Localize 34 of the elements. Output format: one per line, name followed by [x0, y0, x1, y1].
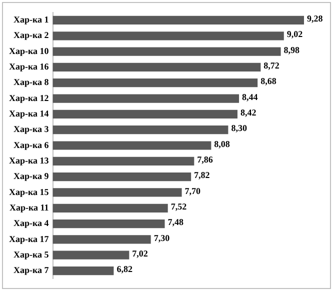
y-tick-label: Хар-ка 10 — [8, 46, 50, 56]
y-tick-label: Хар-ка 14 — [8, 108, 50, 119]
y-tick-label: Хар-ка 3 — [13, 124, 50, 134]
data-label: 8,42 — [240, 108, 257, 118]
data-label: 8,72 — [264, 60, 280, 71]
y-tick-label: Хар-ка 11 — [9, 202, 50, 212]
y-tick-label: Хар-ка 17 — [8, 234, 50, 244]
data-label: 8,68 — [260, 76, 277, 86]
data-label: 7,52 — [170, 201, 188, 212]
y-tick-label: Хар-ка 12 — [8, 92, 50, 103]
y-tick-label: Хар-ка 2 — [13, 30, 50, 40]
data-label: 6,82 — [116, 264, 133, 274]
data-label: 8,98 — [284, 44, 300, 55]
data-label: 8,08 — [214, 138, 230, 149]
y-tick-label: Хар-ка 7 — [13, 265, 50, 276]
y-tick-label: Хар-ка 1 — [13, 14, 50, 25]
y-tick-label: Хар-ка 6 — [13, 140, 50, 150]
y-tick-label: Хар-ка 15 — [8, 186, 50, 197]
y-tick-label: Хар-ка 8 — [13, 77, 50, 88]
y-tick-label: Хар-ка 4 — [13, 218, 50, 228]
data-label: 7,30 — [154, 232, 170, 243]
data-label: 7,48 — [168, 217, 184, 228]
data-label: 8,44 — [242, 92, 258, 102]
y-tick-label: Хар-ка 13 — [8, 155, 50, 166]
data-label: 7,70 — [184, 186, 202, 196]
data-label: 7,82 — [194, 170, 210, 180]
data-label: 8,30 — [231, 123, 248, 134]
y-tick-label: Хар-ка 9 — [13, 171, 50, 182]
data-label: 7,86 — [197, 154, 214, 164]
data-label: 9,02 — [286, 29, 304, 40]
data-label: 7,02 — [132, 248, 148, 258]
y-tick-label: Хар-ка 5 — [13, 249, 50, 260]
y-tick-label: Хар-ка 16 — [8, 62, 50, 72]
data-label: 9,28 — [307, 14, 324, 24]
